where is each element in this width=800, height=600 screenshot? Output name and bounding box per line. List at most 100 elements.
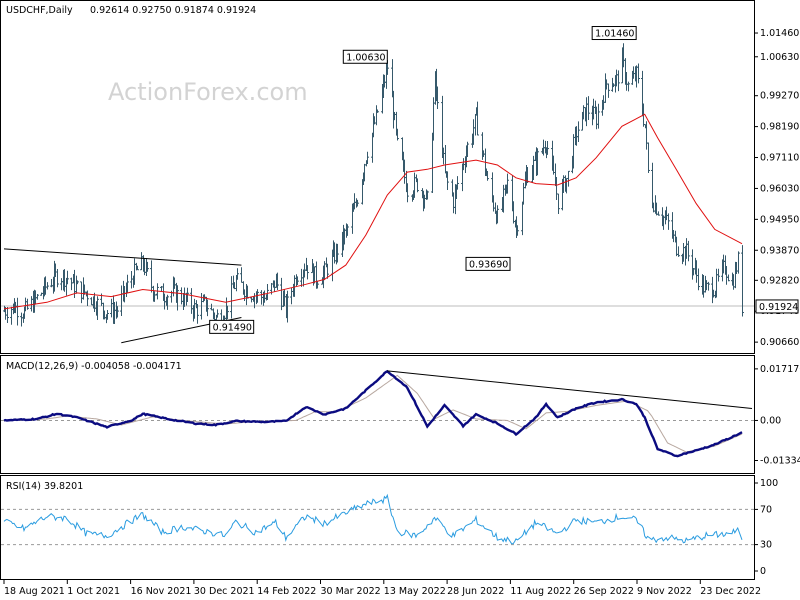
ohlc-bar [116,306,119,318]
ohlc-bar [190,288,193,314]
ohlc-bar [60,278,63,291]
rsi-series-line [3,493,743,545]
watermark-text: ActionForex.com [108,78,308,106]
date-tick-label: 1 Oct 2021 [67,586,120,597]
rsi-header: RSI(14) 39.8201 [6,481,83,492]
ohlc-bar [336,243,339,263]
date-axis: 18 Aug 2021 1 Oct 2021 16 Nov 2021 30 Dec 2… [3,580,761,597]
ohlc-bar [276,272,279,291]
ohlc-bar [366,151,369,164]
ohlc-bar [486,171,489,181]
macd-axis: 0.017176 0.00 -0.01334 [1,364,800,467]
rsi-tick-label: 30 [760,540,772,551]
ohlc-bar [476,101,479,136]
ohlc-bar [647,142,650,173]
ohlc-bar [226,305,229,320]
ohlc-bar [741,245,744,317]
ohlc-bar [6,307,9,323]
ohlc-bar [452,192,455,214]
date-tick-label: 16 Nov 2021 [131,586,192,597]
ohlc-bar [16,297,19,326]
ohlc-bar [521,201,524,236]
symbol-header: USDCHF,Daily [6,5,73,16]
price-tick-label: 0.99270 [760,91,799,102]
ohlc-bar [396,128,399,141]
ohlc-bar [371,132,374,163]
macd-signal-line [3,374,743,453]
ohlc-bar [697,268,700,291]
ohlc-bar [20,312,23,327]
ohlc-bar [557,193,560,214]
ohlc-bar [136,265,139,271]
ohlc-bar [76,280,79,285]
price-tick-label: 1.00630 [760,52,799,63]
price-tick-label: 0.94950 [760,214,799,225]
ohlc-bar [431,132,434,194]
ohlc-bar [66,270,69,285]
ohlc-bar [130,270,133,289]
ohlc-bar [146,261,149,272]
ohlc-bar [106,310,109,320]
price-trendline [3,248,242,266]
ohlc-bar [80,281,83,304]
ohlc-bar [667,213,670,230]
ohlc-bar [210,303,213,311]
ohlc-bar [196,303,199,324]
date-tick-label: 23 Dec 2022 [700,586,761,597]
rsi-tick-label: 100 [760,478,778,489]
ohlc-bar [522,182,525,205]
ohlc-bar [140,252,143,271]
ohlc-bar [392,90,395,129]
svg-text:1.01460: 1.01460 [595,29,634,40]
svg-text:0.93690: 0.93690 [469,259,508,270]
rsi-line [3,493,743,545]
macd-tick-label: -0.01334 [760,456,800,467]
ohlc-bar [607,83,610,98]
date-tick-label: 18 Aug 2021 [4,586,65,597]
ohlc-bar [707,281,710,291]
price-tick-label: 0.98190 [760,122,799,133]
ohlc-bar [280,277,283,311]
ohlc-bar [46,282,49,290]
price-tick-label: 0.90660 [760,337,799,348]
ohlc-bar [677,246,680,257]
ohlc-bar [356,199,359,207]
ohlc-bar [416,178,419,193]
ohlc-bar [26,298,29,310]
ohlc-bar [426,190,429,200]
ohlc-bar [406,183,409,203]
price-callout: 1.01460 [591,26,637,41]
ohlc-bar [240,267,243,283]
price-callout: 0.91490 [209,319,255,334]
ohlc-bar [637,63,640,84]
date-tick-label: 30 Mar 2022 [321,586,381,597]
ohlc-bar [236,268,239,280]
ohlc-bar [120,285,123,317]
price-tick-label: 0.93870 [760,245,799,256]
rsi-tick-label: 0 [760,566,766,577]
ohlc-bar [266,284,269,300]
ohlc-header: 0.92614 0.92750 0.91874 0.91924 [90,5,256,16]
ohlc-bar [176,285,179,311]
ohlc-bar [296,276,299,285]
ohlc-bar [230,276,233,319]
ohlc-bar [577,121,580,142]
ohlc-bar [446,171,449,190]
ohlc-bar [444,144,447,174]
svg-text:0.91490: 0.91490 [213,322,252,333]
price-callout: 1.00630 [342,49,388,64]
ohlc-bar [290,287,293,305]
moving-average-line [3,113,743,310]
ohlc-bar [466,141,469,157]
ohlc-bar [717,268,720,282]
price-tick-label: 0.97110 [760,153,799,164]
date-tick-label: 14 Feb 2022 [257,586,316,597]
ohlc-bar [506,173,509,194]
ohlc-bar [474,113,477,136]
ohlc-bar [306,265,309,280]
ohlc-bar [587,96,590,121]
svg-text:1.00630: 1.00630 [346,52,385,63]
price-tick-label: 0.92820 [760,275,799,286]
ohlc-bar [86,290,89,307]
